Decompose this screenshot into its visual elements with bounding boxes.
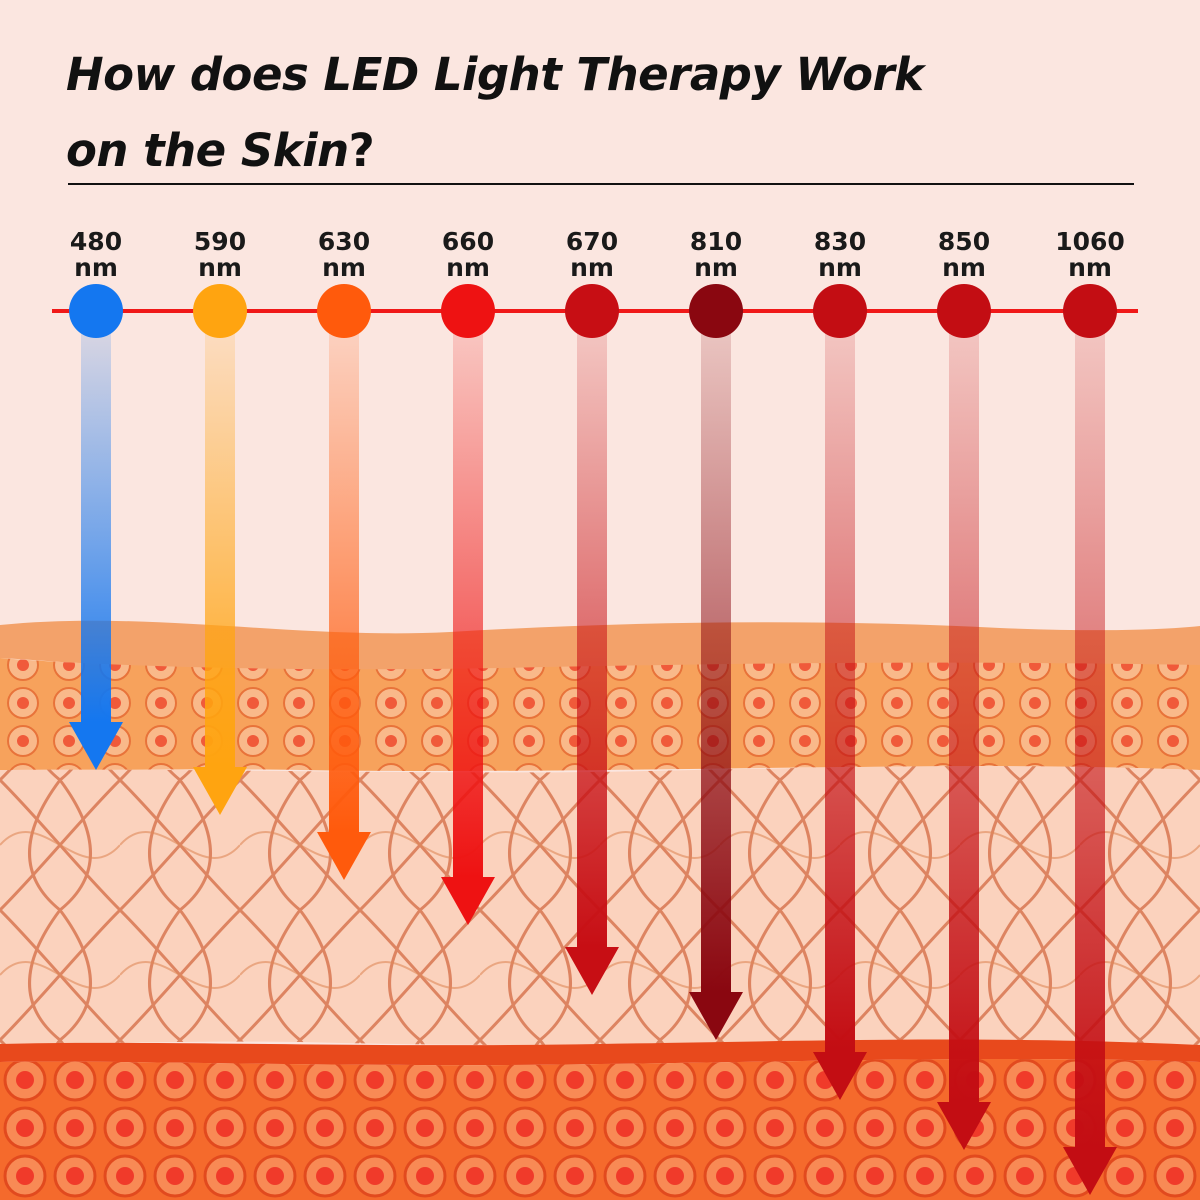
wavelength-label-480: 480 nm: [51, 229, 141, 281]
wavelength-label-1060: 1060 nm: [1045, 229, 1135, 281]
arrow-head-480: [69, 722, 123, 770]
wavelength-unit: nm: [942, 253, 986, 282]
wavelength-value: 590: [193, 227, 247, 256]
wavelength-value: 830: [813, 227, 867, 256]
arrow-shaft-810: [701, 330, 731, 992]
wavelength-label-850: 850 nm: [919, 229, 1009, 281]
arrow-head-630: [317, 832, 371, 880]
arrow-head-590: [193, 767, 247, 815]
wavelength-label-590: 590 nm: [175, 229, 265, 281]
wavelength-value: 1060: [1055, 227, 1125, 256]
title-line-2: on the Skin?: [66, 128, 375, 173]
wavelength-unit: nm: [198, 253, 242, 282]
wavelength-value: 480: [69, 227, 123, 256]
wavelength-dot-630: [317, 284, 371, 338]
wavelength-label-660: 660 nm: [423, 229, 513, 281]
arrow-head-1060: [1063, 1147, 1117, 1195]
wavelength-label-830: 830 nm: [795, 229, 885, 281]
arrow-shaft-480: [81, 330, 111, 722]
wavelength-dot-670: [565, 284, 619, 338]
wavelength-unit: nm: [694, 253, 738, 282]
arrow-shaft-850: [949, 330, 979, 1102]
arrow-shaft-670: [577, 330, 607, 947]
wavelength-dot-1060: [1063, 284, 1117, 338]
arrow-shaft-1060: [1075, 330, 1105, 1147]
arrow-shaft-830: [825, 330, 855, 1052]
wavelength-unit: nm: [446, 253, 490, 282]
subcutaneous-layer: [0, 1058, 1200, 1200]
wavelength-dot-850: [937, 284, 991, 338]
penetration-arrows: [69, 330, 1117, 1195]
wavelength-label-810: 810 nm: [671, 229, 761, 281]
wavelength-label-630: 630 nm: [299, 229, 389, 281]
wavelength-unit: nm: [570, 253, 614, 282]
wavelength-dot-660: [441, 284, 495, 338]
wavelength-unit: nm: [74, 253, 118, 282]
wavelength-value: 850: [937, 227, 991, 256]
arrow-head-850: [937, 1102, 991, 1150]
wavelength-dot-480: [69, 284, 123, 338]
wavelength-dot-830: [813, 284, 867, 338]
wavelength-unit: nm: [818, 253, 862, 282]
arrow-head-660: [441, 877, 495, 925]
wavelength-label-670: 670 nm: [547, 229, 637, 281]
title-line-2-text: on the Skin: [66, 124, 349, 177]
arrow-head-830: [813, 1052, 867, 1100]
wavelength-value: 670: [565, 227, 619, 256]
wavelength-unit: nm: [322, 253, 366, 282]
wavelength-dot-810: [689, 284, 743, 338]
arrow-shaft-630: [329, 330, 359, 832]
subcutaneous-boundary: [0, 1039, 1200, 1066]
wavelength-value: 660: [441, 227, 495, 256]
arrow-shaft-590: [205, 330, 235, 767]
arrow-head-810: [689, 992, 743, 1040]
title-divider: [68, 183, 1134, 185]
wavelength-value: 810: [689, 227, 743, 256]
wavelength-dot-590: [193, 284, 247, 338]
title-question-mark: ?: [348, 124, 375, 177]
wavelength-unit: nm: [1068, 253, 1112, 282]
wavelength-dots: [69, 284, 1117, 338]
title-line-1: How does LED Light Therapy Work: [66, 48, 924, 101]
arrow-shaft-660: [453, 330, 483, 877]
wavelength-value: 630: [317, 227, 371, 256]
arrow-head-670: [565, 947, 619, 995]
